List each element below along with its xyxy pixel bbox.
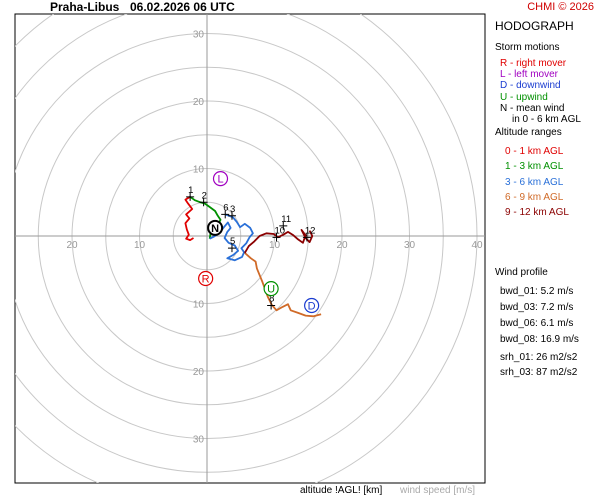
height-label: 10 (275, 225, 286, 236)
height-label: 12 (305, 225, 316, 236)
storm-motions-heading: Storm motions (495, 42, 560, 53)
axis-tick-label: 30 (0, 240, 10, 251)
height-label: 2 (202, 190, 207, 201)
wind-speed-unit-label: wind speed [m/s] (400, 485, 476, 496)
height-tick-mark (199, 198, 208, 207)
storm-marker-circle (212, 171, 229, 187)
height-tick-mark (302, 233, 311, 242)
plot-frame (14, 13, 486, 484)
height-tick-mark (186, 192, 195, 201)
altitude-unit-label: altitude !AGL! [km] (300, 485, 383, 496)
hodograph-series-line (244, 229, 314, 254)
axis-tick-label: 10 (134, 240, 146, 251)
axis-tick-label: 40 (471, 240, 483, 251)
storm-marker-circle (207, 219, 224, 236)
storm-marker-label: D (308, 301, 316, 313)
height-tick-mark (279, 221, 288, 230)
height-label: 6 (223, 202, 228, 213)
storm-marker-label: R (202, 274, 210, 286)
axis-tick-label: 20 (193, 97, 205, 108)
hodograph-series-line (209, 213, 254, 262)
wind-profile-item: bwd_03: 7.2 m/s (500, 302, 574, 313)
axis-tick-label: 10 (269, 240, 281, 251)
altitude-legend-item: 3 - 6 km AGL (505, 176, 564, 188)
datetime-label: 06.02.2026 06 UTC (130, 0, 235, 14)
storm-marker-circle (263, 281, 279, 297)
axis-tick-label: 20 (336, 240, 348, 251)
wind-profile-item: bwd_01: 5.2 m/s (500, 286, 574, 297)
height-label: 8 (269, 294, 274, 305)
copyright-label: CHMI © 2026 (527, 1, 594, 13)
axis-tick-label: 20 (66, 240, 78, 251)
height-tick-mark (267, 301, 276, 310)
storm-marker-label: N (211, 223, 219, 235)
srh-item: srh_01: 26 m2/s2 (500, 352, 578, 363)
wind-profile-item: bwd_06: 6.1 m/s (500, 318, 574, 329)
height-tick-mark (272, 233, 281, 242)
altitude-legend-item: 1 - 3 km AGL (505, 161, 564, 173)
storm-marker-label: U (267, 284, 275, 296)
height-label: 5 (230, 236, 235, 247)
altitude-legend-item: 6 - 9 km AGL (505, 191, 564, 203)
altitude-ranges-heading: Altitude ranges (495, 127, 562, 138)
height-tick-mark (227, 211, 236, 220)
storm-marker-label: L (217, 174, 223, 186)
wind-profile-heading: Wind profile (495, 267, 548, 278)
hodograph-series-line (244, 252, 322, 318)
altitude-legend-item: 0 - 1 km AGL (505, 146, 564, 157)
storm-motion-legend-item: D - downwind (500, 80, 561, 92)
storm-marker-circle (198, 270, 214, 287)
axis-tick-label: 30 (404, 240, 416, 251)
height-tick-mark (221, 210, 230, 219)
storm-motion-legend-item: N - mean wind (500, 102, 565, 114)
axis-tick-label: 30 (193, 30, 205, 41)
altitude-legend-item: 9 - 12 km AGL (505, 207, 569, 219)
height-label: 11 (281, 214, 291, 225)
storm-marker-circle (304, 297, 320, 314)
axis-tick-label: 30 (193, 435, 205, 446)
plot-area: 1010101020202020303030304040404012356810… (0, 14, 485, 483)
srh-item: srh_03: 87 m2/s2 (500, 367, 578, 378)
station-name: Praha-Libus (50, 0, 120, 14)
height-tick-mark (227, 244, 236, 253)
axis-tick-label: 20 (193, 367, 205, 378)
hodograph-title: HODOGRAPH (495, 19, 574, 33)
height-label: 3 (230, 204, 235, 215)
storm-motion-legend-item: U - upwind (500, 91, 548, 103)
storm-motion-legend-item: in 0 - 6 km AGL (512, 114, 581, 125)
hodograph-series-line (184, 196, 194, 241)
axis-tick-label: 10 (193, 300, 205, 311)
wind-profile-item: bwd_08: 16.9 m/s (500, 334, 579, 345)
height-label: 1 (188, 185, 193, 196)
storm-motion-legend-item: R - right mover (500, 58, 567, 69)
storm-motion-legend-item: L - left mover (500, 69, 558, 81)
axis-tick-label: 10 (193, 165, 205, 176)
